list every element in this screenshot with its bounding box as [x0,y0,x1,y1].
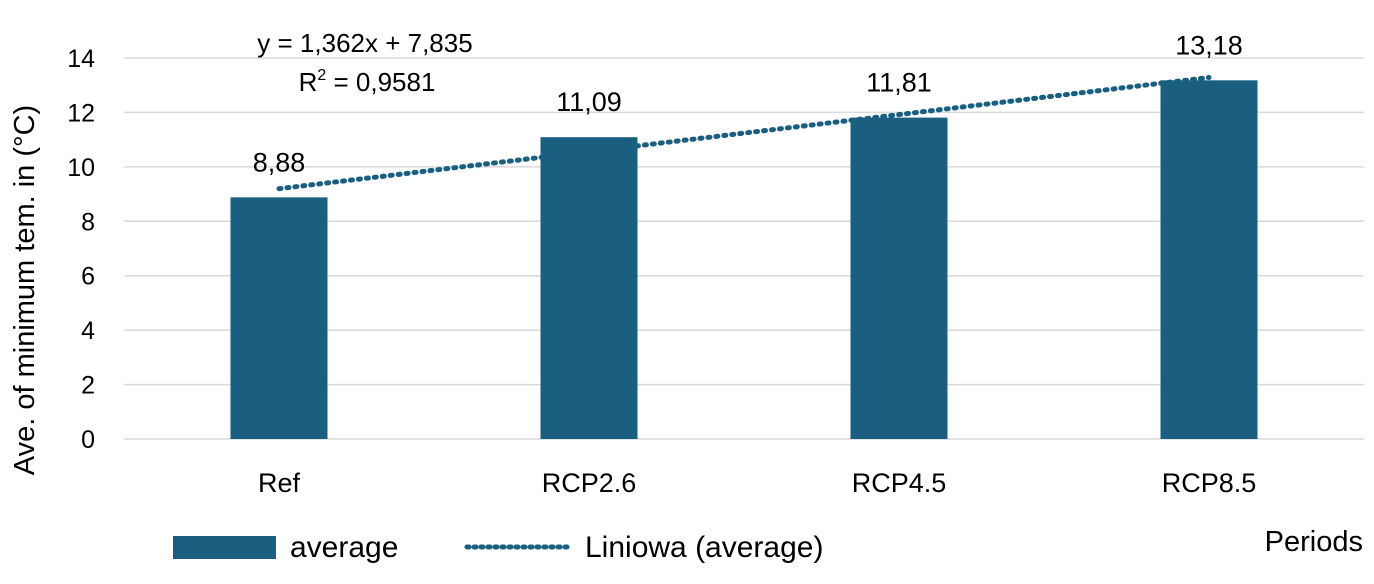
y-tick-label-0: 0 [81,426,95,454]
data-label-RCP2.6: 11,09 [556,87,622,117]
legend-label-trendline: Liniowa (average) [585,531,823,564]
x-axis-title: Periods [1265,526,1363,558]
data-label-RCP8.5: 13,18 [1175,30,1243,60]
x-tick-labels: Ref RCP2.6 RCP4.5 RCP8.5 [258,468,1256,498]
bar-RCP2.6 [540,137,638,439]
y-tick-label-6: 6 [81,263,95,291]
data-labels: 8,88 11,09 11,81 13,18 [253,30,1243,177]
trendline [276,75,1212,192]
legend-label-average: average [290,531,398,564]
y-tick-label-12: 12 [67,99,95,127]
legend-swatch-average [173,536,276,559]
bars [230,80,1258,440]
y-tick-label-10: 10 [67,154,95,182]
y-axis-title: Ave. of minimum tem. in (°C) [9,105,41,475]
trendline-r2: R2 = 0,9581 [299,67,436,97]
x-tick-label-Ref: Ref [258,468,301,498]
trendline-layer [276,75,1212,192]
y-tick-label-4: 4 [81,317,95,345]
bar-RCP4.5 [850,117,948,439]
y-tick-label-2: 2 [81,372,95,400]
x-tick-label-RCP8.5: RCP8.5 [1162,468,1257,498]
x-tick-label-RCP2.6: RCP2.6 [542,468,637,498]
r2-superscript: 2 [317,67,326,84]
bar-Ref [230,197,328,439]
data-label-Ref: 8,88 [253,147,306,177]
x-tick-label-RCP4.5: RCP4.5 [852,468,947,498]
r2-prefix: R [299,67,318,97]
legend: average Liniowa (average) [173,531,823,564]
y-tick-label-8: 8 [81,208,95,236]
data-label-RCP4.5: 11,81 [866,68,932,98]
y-tick-label-14: 14 [67,45,95,73]
trendline-equation: y = 1,362x + 7,835 [257,28,472,58]
y-tick-labels: 0 2 4 6 8 10 12 14 [67,45,95,454]
r2-value: = 0,9581 [326,67,435,97]
gridlines [124,57,1364,440]
bar-RCP8.5 [1160,80,1258,440]
